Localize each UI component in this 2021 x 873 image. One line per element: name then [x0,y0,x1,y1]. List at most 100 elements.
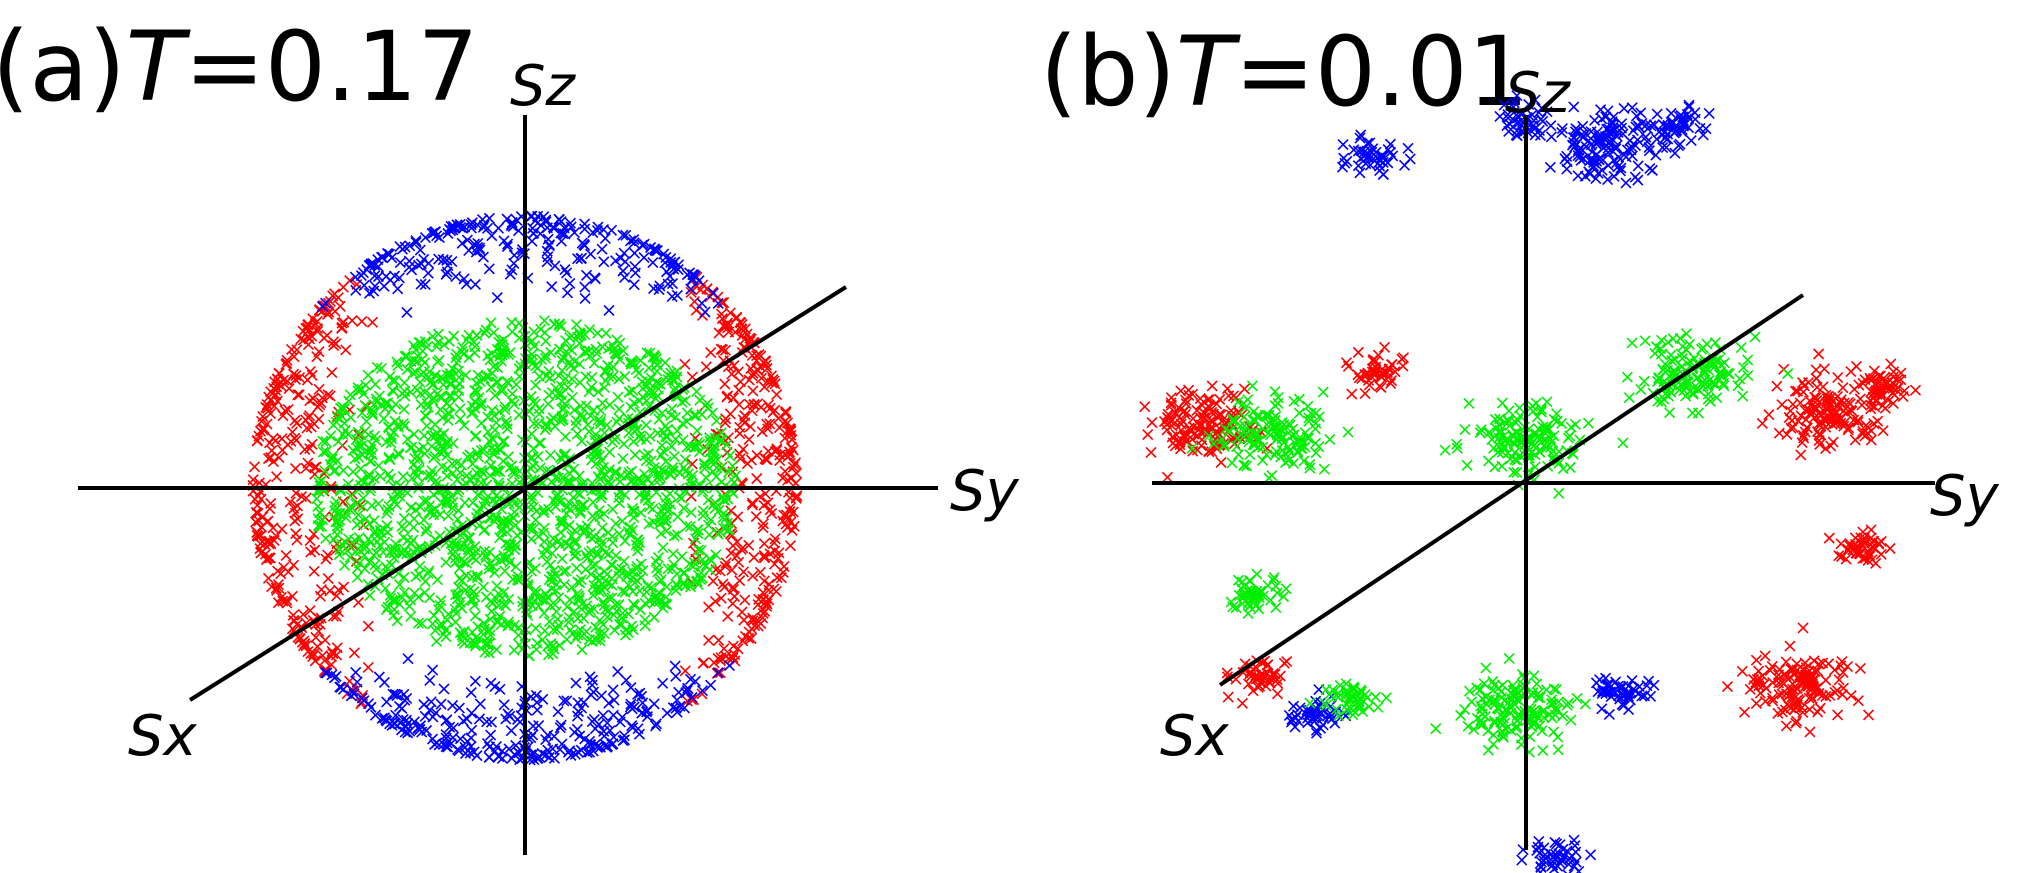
panel-a-point-green [408,587,421,599]
panel-a-point-red [759,488,771,500]
panel-a-point-red [352,596,364,609]
panel-a-point-green [661,431,673,443]
panel-a-point-green [476,466,488,478]
panel-a-point-green [499,565,511,577]
panel-a-point-green [454,467,466,479]
panel-a-point-green [437,372,449,385]
panel-a-point-green [449,589,462,601]
panel-a-point-green [690,441,702,453]
panel-a-point-green [406,441,418,453]
panel-a-point-blue [369,259,381,271]
panel-a-point-red [739,594,751,606]
panel-a-point-blue [472,237,484,250]
panel-a-point-green [465,593,477,605]
panel-a-point-green [592,471,604,483]
panel-a-point-green [603,592,615,604]
panel-a-point-red [745,363,757,375]
panel-a-point-red [757,607,769,620]
panel-a-point-red [737,635,749,647]
panel-a-point-blue [501,213,513,225]
panel-a-point-blue [465,686,477,699]
panel-a-point-green [345,490,357,502]
panel-a-point-blue [358,279,370,292]
panel-b-point [1650,149,1662,161]
panel-a-point-red [287,559,300,571]
panel-a-point-green [696,554,709,566]
panel-a-point-green [444,379,457,391]
panel-b-point [1845,366,1857,378]
panel-a-point-green [559,398,571,410]
panel-a-point-green [468,336,480,348]
panel-a-point-red [736,319,748,331]
panel-a-point-blue [540,749,552,761]
panel-a-point-green [652,552,664,564]
panel-a-point-red [281,597,293,609]
panel-a-point-green [398,523,410,535]
panel-a-point-green [590,559,602,571]
panel-a-t-variable: T [126,11,191,123]
panel-a-point-red [346,488,358,500]
panel-a-point-blue [561,287,574,299]
panel-a-point-green [487,560,499,573]
panel-a-point-green [598,381,611,394]
panel-a-point-red [322,308,334,320]
panel-a-point-green [353,557,366,569]
panel-a-point-red [271,584,283,596]
panel-a-point-green [441,369,454,381]
panel-a-point-green [633,536,645,548]
panel-b-point [1602,159,1614,171]
panel-a-point-red [771,572,783,584]
panel-a-point-green [556,380,568,392]
panel-a-point-green [316,520,328,532]
panel-b-point [1626,150,1638,162]
panel-a-point-green [345,500,357,513]
panel-a-point-green [464,532,476,544]
panel-a-point-red [316,650,329,662]
panel-a-point-blue [650,718,662,730]
panel-b-point [1756,417,1768,429]
panel-a-point-red [308,418,320,430]
panel-a-point-green [405,355,417,367]
panel-a-point-blue [378,676,390,689]
panel-a-point-green [570,414,582,427]
panel-a-point-blue [619,256,631,268]
panel-a-point-green [509,519,522,531]
panel-a-point-green [721,439,733,451]
panel-a-point-green [632,540,645,552]
panel-a-point-green [667,548,679,560]
panel-a-point-red [304,443,316,455]
panel-a-point-green [382,503,394,516]
panel-a-point-green [370,434,382,446]
panel-a-point-red [278,561,290,573]
panel-a-point-green [392,360,404,372]
panel-a-point-green [458,419,470,431]
panel-b-point [1280,583,1292,595]
panel-a-point-red [250,506,262,518]
panel-a-point-green [378,413,390,425]
panel-a-point-blue [415,278,427,290]
panel-a-point-green [529,398,541,410]
panel-b-point [1820,674,1832,686]
panel-a-point-red [336,321,348,333]
panel-a-point-green [613,599,625,611]
panel-a-point-blue [596,243,608,255]
panel-a-point-green [550,606,562,618]
panel-a-point-green [547,648,559,660]
panel-a-point-red [769,558,781,570]
panel-a-point-green [372,498,384,510]
panel-a-point-green [628,397,640,409]
panel-a-point-green [457,348,470,360]
panel-a-point-green [330,416,343,428]
panel-a-point-green [418,514,430,526]
panel-a-point-green [456,575,468,587]
panel-a-point-green [339,424,351,436]
panel-a-point-red [264,408,277,420]
panel-a-point-green [665,367,677,379]
panel-a-point-blue [554,722,566,734]
panel-a-point-blue [554,743,566,756]
panel-a-point-green [472,621,484,633]
panel-a-point-green [413,337,425,349]
panel-b-point [1795,449,1807,461]
panel-a-point-blue [349,271,361,283]
panel-a-point-green [698,457,710,469]
